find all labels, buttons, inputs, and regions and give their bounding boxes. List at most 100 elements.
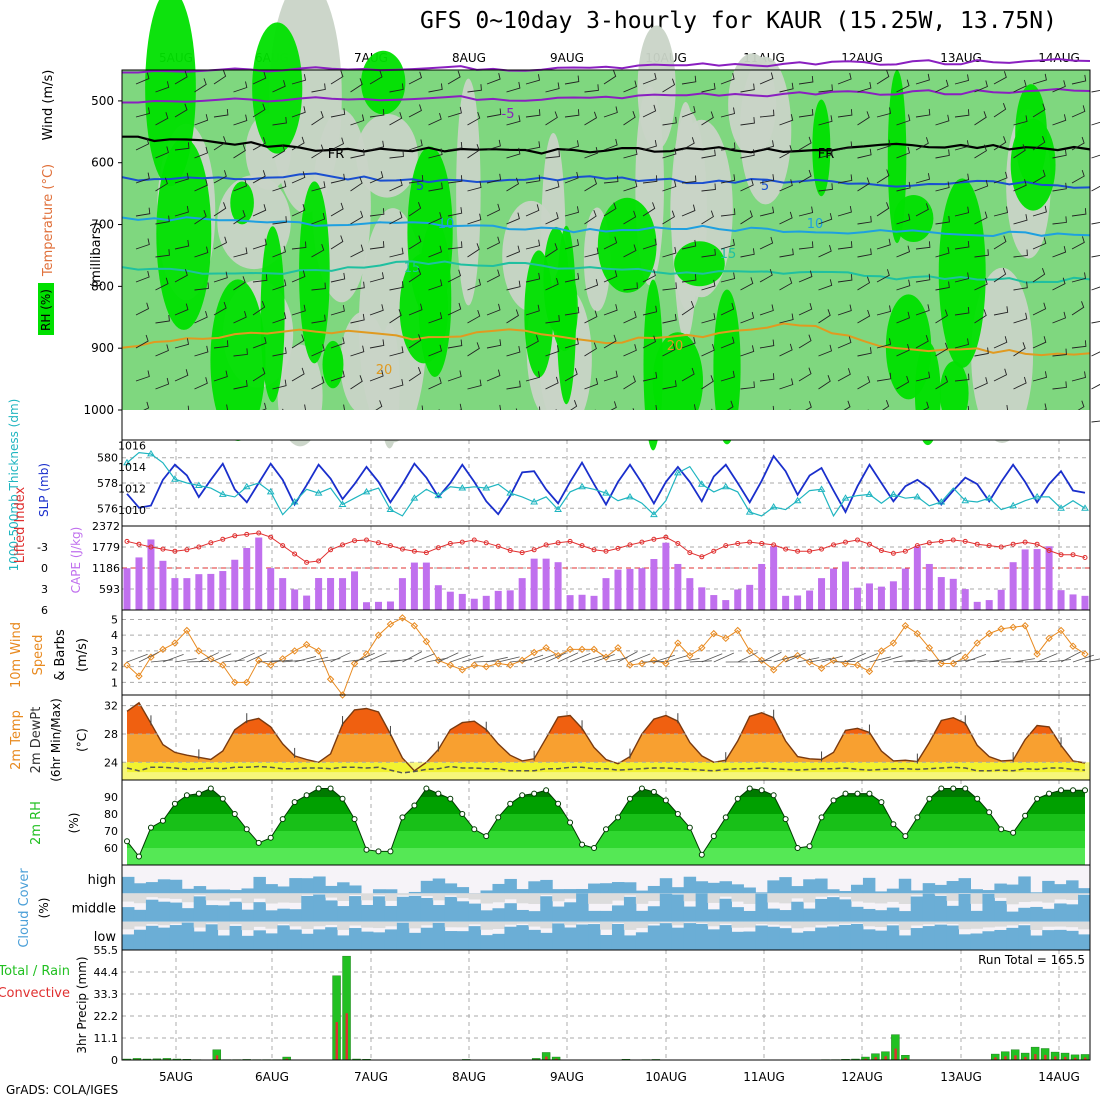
cloud-axis-label: Cloud Cover <box>17 868 32 948</box>
thickness-marker <box>937 497 946 505</box>
rh-moist-region <box>812 99 831 197</box>
convective-bar <box>904 1057 907 1060</box>
temperature-contour <box>121 322 1091 357</box>
cloud-bar <box>516 925 529 950</box>
wind-barb <box>291 367 305 382</box>
wind-barb <box>779 145 793 159</box>
lifted-index-marker <box>807 548 813 554</box>
cloud-bar <box>707 929 721 950</box>
wind-barb <box>662 210 675 225</box>
wind-barb <box>759 206 775 217</box>
cape-bar <box>458 593 466 610</box>
wind-barb <box>486 339 502 349</box>
surface-wind-barb <box>1060 651 1081 663</box>
rh-marker <box>231 811 238 817</box>
wind-barb <box>174 303 189 316</box>
wind-speed-marker <box>757 656 766 665</box>
run-total-annotation: Run Total = 165.5 <box>978 953 1085 967</box>
wind-barb <box>174 205 189 217</box>
lifted-index-marker <box>627 542 633 548</box>
wind-speed-marker <box>590 645 598 654</box>
lifted-index-marker <box>1070 552 1076 558</box>
cloud-gray <box>850 893 864 902</box>
wind-barb <box>935 247 950 258</box>
rh-marker <box>579 841 586 848</box>
lifted-index-marker <box>735 541 741 546</box>
wind-barb <box>506 245 521 258</box>
wind-tick: 2 <box>111 661 118 674</box>
wind-barb <box>662 380 677 390</box>
rh-marker <box>507 800 514 807</box>
wind-barb <box>311 376 325 390</box>
cloud-bar <box>241 935 254 950</box>
wind-barb <box>350 281 365 291</box>
cape-bar <box>782 595 790 610</box>
cloud-bar <box>862 908 876 922</box>
cloud-bar <box>1018 925 1031 950</box>
surface-wind-barb <box>653 654 675 663</box>
cloud-bar <box>611 882 625 894</box>
wind-barb <box>564 75 580 85</box>
wind-barb <box>818 84 833 93</box>
wind-barb <box>603 304 618 316</box>
cloud-bar <box>217 889 231 894</box>
cloud-bar <box>564 889 577 894</box>
wind-barb <box>467 379 482 390</box>
cape-bar <box>734 589 742 610</box>
wind-barb <box>954 373 970 382</box>
wind-speed-marker <box>542 644 550 652</box>
cloud-gray <box>1006 893 1019 905</box>
wind-barb <box>798 270 813 283</box>
lifted-index-marker <box>639 539 645 545</box>
wind-barb <box>467 243 480 258</box>
wind-barb <box>662 180 677 192</box>
lifted-index-marker <box>1058 552 1064 558</box>
cloud-bar <box>193 886 207 894</box>
cloud-bar <box>910 928 924 950</box>
thickness-tick: 578 <box>97 477 118 490</box>
wind-barb <box>330 108 346 118</box>
wind-barb <box>603 175 619 184</box>
cloud-gray <box>611 893 625 901</box>
wind-barb <box>272 312 287 324</box>
cape-bar <box>746 584 754 610</box>
cloud-bar <box>1018 907 1031 922</box>
precip-panel: 0 11.1 22.2 33.3 44.4 55.5 Run Total = 165.5 To… <box>0 944 1091 1067</box>
wind-barb <box>233 81 248 93</box>
cloud-gray <box>1018 921 1031 924</box>
rh-marker <box>950 785 957 792</box>
wind-barb <box>701 82 716 93</box>
cloud-gray <box>755 921 768 924</box>
wind-barb <box>564 140 580 151</box>
rh-marker <box>339 795 346 802</box>
cloud-gray <box>337 893 350 901</box>
wind-barb <box>603 70 617 85</box>
wind-barb <box>623 111 636 126</box>
cape-bar <box>806 590 814 610</box>
rh-marker <box>650 788 657 795</box>
wind-tick: 4 <box>111 629 118 642</box>
wind-barb <box>1013 144 1026 159</box>
cape-bar <box>195 574 203 610</box>
cloud-gray <box>372 893 386 896</box>
wind-speed-marker <box>650 656 658 665</box>
cloud-gray <box>217 921 231 930</box>
cloud-bar <box>133 929 147 950</box>
wind-barb <box>876 305 892 316</box>
cape-bar <box>327 578 335 610</box>
surface-wind-barb <box>917 659 940 663</box>
wind-barb <box>506 177 520 192</box>
wind-barb <box>291 334 305 349</box>
wind-barb <box>603 202 617 217</box>
wind-barb <box>584 278 599 291</box>
wind-barb <box>642 175 658 184</box>
wind-barb <box>681 175 697 184</box>
wind-speed-marker <box>805 658 814 666</box>
wind-barb <box>993 336 1008 349</box>
cloud-gray <box>922 921 936 925</box>
wind-barb <box>954 338 970 349</box>
wind-barb <box>252 137 266 151</box>
wind-speed-marker <box>578 645 586 654</box>
cloud-gray <box>946 921 960 924</box>
wind-barb <box>486 303 501 316</box>
